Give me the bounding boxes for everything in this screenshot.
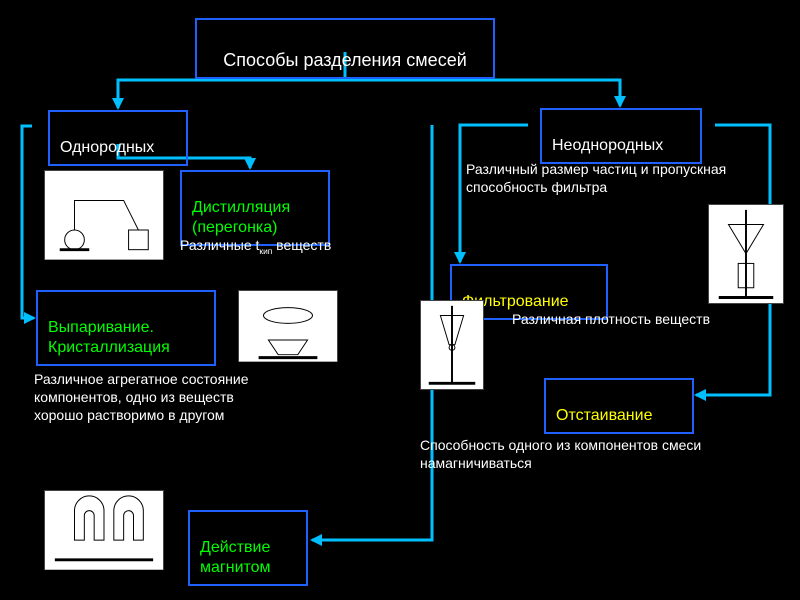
note-tkip-pre: Различные t [180,237,259,253]
filtration-apparatus-icon [708,204,784,304]
method-settling: Отстаивание [544,378,694,434]
branch-heterogeneous: Неоднородных [540,108,702,164]
evaporation-apparatus-icon [238,290,338,362]
note-boiling-point: Различные tкип веществ [180,236,410,258]
method-distillation: Дистилляция (перегонка) [180,170,330,246]
title-label: Способы разделения смесей [223,50,467,70]
note-magnetic: Способность одного из компонентов смеси … [420,436,780,476]
note-density: Различная плотность веществ [512,310,732,350]
method-evaporation: Выпаривание. Кристаллизация [36,290,216,366]
title-box: Способы разделения смесей [195,18,495,79]
method-magnet-label: Действие магнитом [200,539,271,576]
method-distillation-label: Дистилляция (перегонка) [192,199,290,236]
magnet-apparatus-icon [44,490,164,570]
distillation-apparatus-icon [44,170,164,260]
branch-heterogeneous-label: Неоднородных [552,137,663,154]
method-evaporation-label: Выпаривание. Кристаллизация [48,319,170,356]
note-tkip-post: веществ [272,237,331,253]
note-aggregate-state: Различное агрегатное состояние компонент… [34,370,274,450]
method-settling-label: Отстаивание [556,407,652,424]
note-tkip-sub: кип [259,246,272,256]
branch-homogeneous-label: Однородных [60,139,154,156]
method-magnet: Действие магнитом [188,510,308,586]
branch-homogeneous: Однородных [48,110,188,166]
settling-apparatus-icon [420,300,484,390]
